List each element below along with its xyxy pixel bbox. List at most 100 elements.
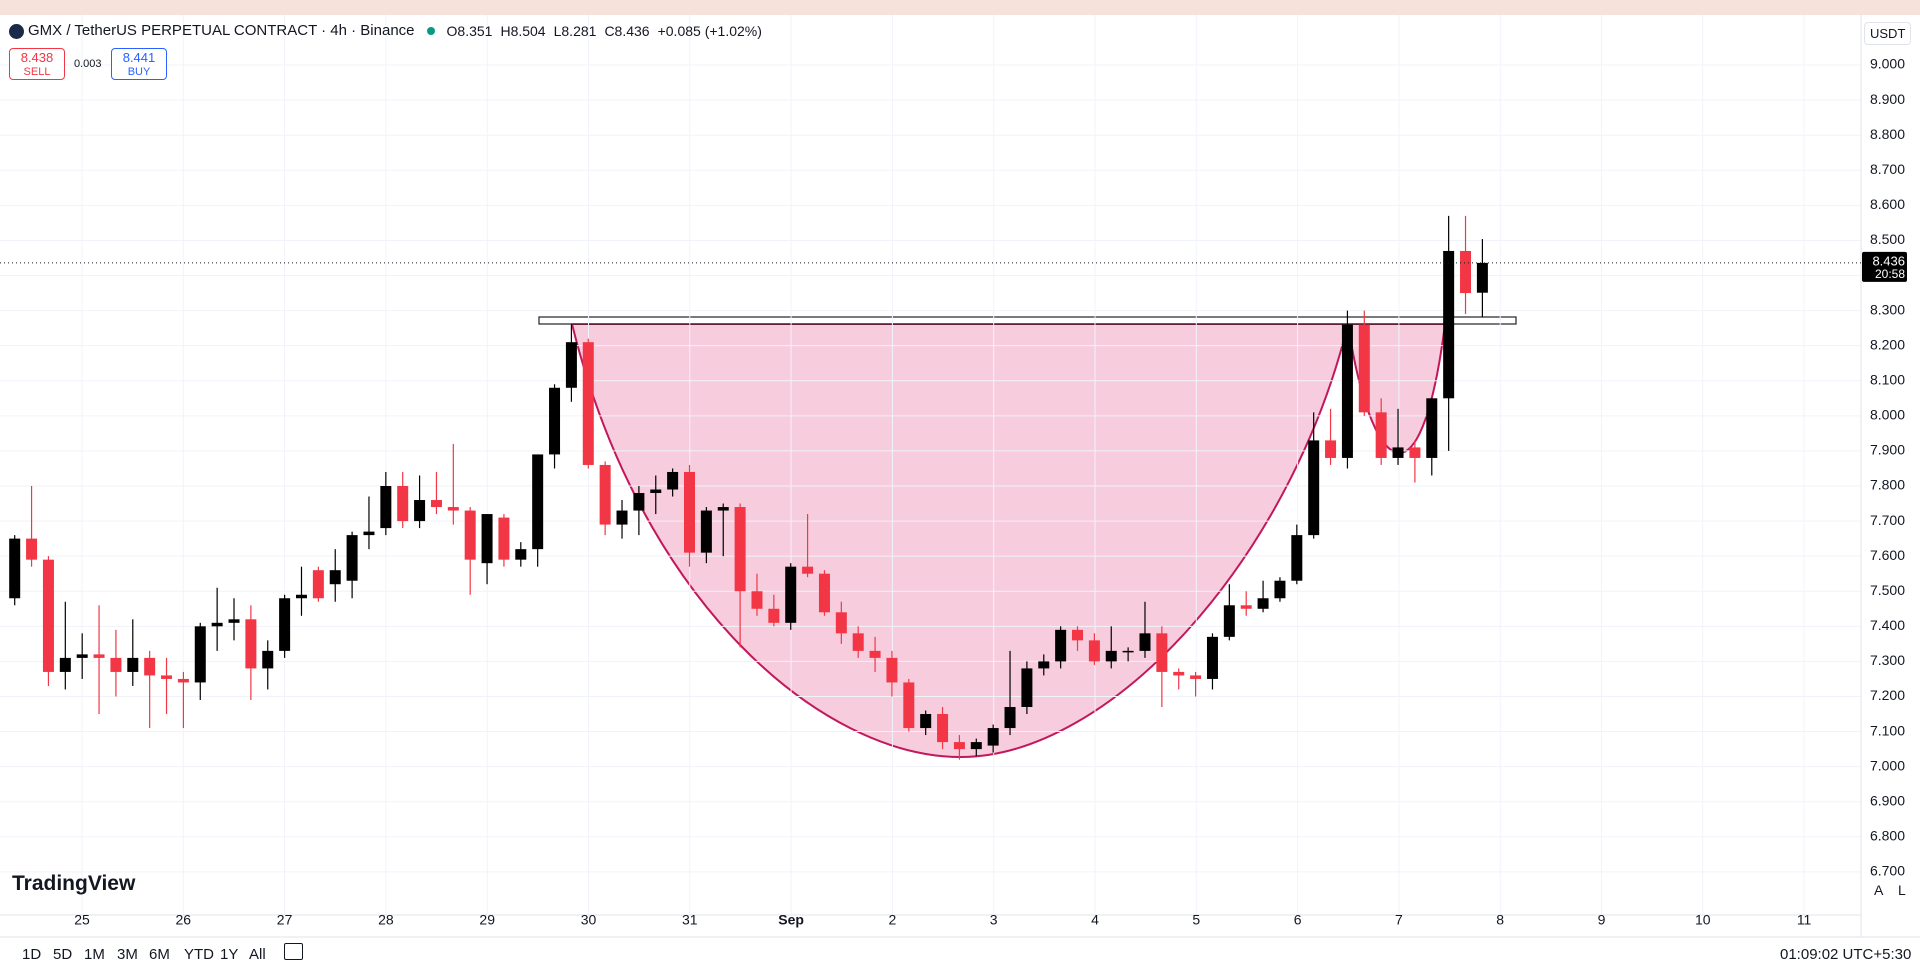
candle-body [532, 454, 544, 550]
candle-body [785, 566, 797, 623]
sell-label: SELL [23, 66, 51, 78]
y-tick-label: 6.800 [1870, 828, 1905, 844]
candle-body [684, 471, 695, 553]
candle-body [26, 538, 38, 560]
candle-body [279, 598, 291, 651]
candle-body [144, 657, 156, 676]
candle-body [1409, 447, 1421, 458]
y-tick-label: 8.100 [1870, 371, 1905, 387]
x-tick-label: 28 [378, 912, 394, 928]
candle-body [1443, 250, 1455, 399]
ohlc-change: +0.085 (+1.02%) [657, 22, 762, 39]
candle-body [700, 510, 712, 553]
sell-price: 8.438 [20, 50, 54, 65]
candle-body [768, 608, 780, 623]
candle-body [1257, 598, 1269, 609]
candle-body [42, 559, 54, 672]
range-button[interactable]: 1D [22, 946, 42, 963]
range-button[interactable]: 1M [84, 946, 105, 963]
symbol-icon [9, 24, 24, 39]
grid [0, 15, 1861, 915]
x-tick-label: Sep [778, 912, 804, 928]
y-tick-label: 8.800 [1870, 126, 1905, 142]
candle-body [818, 573, 830, 613]
last-price-label: 8.436 [1872, 253, 1905, 268]
candle-body [1375, 412, 1387, 458]
log-scale[interactable]: L [1898, 882, 1906, 898]
candle-body [262, 650, 274, 669]
candle-body [1206, 636, 1218, 679]
range-button[interactable]: 6M [149, 946, 170, 963]
resistance-box [538, 316, 1517, 325]
candle-body [1426, 398, 1438, 458]
candle-body [886, 657, 898, 683]
y-tick-label: 7.300 [1870, 652, 1905, 668]
candle-body [1173, 671, 1185, 676]
candle-body [1021, 668, 1033, 708]
y-tick-label: 8.200 [1870, 336, 1905, 352]
buy-price: 8.441 [122, 50, 156, 65]
x-tick-label: 7 [1395, 912, 1403, 928]
y-tick-label: 8.700 [1870, 161, 1905, 177]
y-tick-label: 8.600 [1870, 196, 1905, 212]
candle-body [127, 657, 139, 672]
range-button[interactable]: 3M [117, 946, 138, 963]
x-tick-label: 3 [990, 912, 998, 928]
date-range-button[interactable] [284, 943, 303, 960]
ohlc-low: L8.281 [553, 22, 597, 39]
candle-body [1139, 633, 1151, 651]
candle-body [869, 650, 881, 658]
candle-body [1105, 650, 1117, 662]
x-tick-label: 6 [1294, 912, 1302, 928]
range-button[interactable]: 5D [53, 946, 73, 963]
candle-body [447, 507, 459, 511]
y-tick-label: 8.900 [1870, 91, 1905, 107]
candle-body [751, 591, 763, 609]
candle-body [329, 570, 341, 585]
candle-body [1088, 640, 1100, 662]
candle-body [1460, 250, 1472, 294]
candle-body [633, 493, 645, 511]
candle-body [1004, 707, 1016, 729]
candle-body [346, 535, 358, 581]
auto-scale[interactable]: A [1874, 882, 1884, 898]
candle-body [970, 742, 982, 750]
candle-body [1358, 324, 1370, 413]
x-tick-label: 29 [479, 912, 495, 928]
candle-body [177, 678, 189, 683]
range-button[interactable]: All [249, 946, 266, 963]
x-tick-label: 30 [581, 912, 597, 928]
candle-body [110, 657, 122, 672]
candle-body [1038, 661, 1050, 669]
candle-body [211, 622, 223, 627]
candle-body [59, 657, 71, 672]
currency-select[interactable]: USDT [1864, 22, 1912, 45]
candle-body [9, 538, 21, 599]
range-button[interactable]: YTD [184, 946, 214, 963]
clock: 01:09:02 UTC+5:30 [1780, 946, 1912, 963]
ohlc-close: C8.436 [604, 22, 650, 39]
buy-button[interactable]: 8.441 BUY [111, 48, 167, 80]
symbol-title: GMX / TetherUS PERPETUAL CONTRACT · 4h ·… [28, 22, 415, 39]
candle-body [515, 549, 527, 560]
candle-body [920, 714, 932, 729]
candle-body [380, 486, 392, 529]
logo: TradingView [12, 872, 136, 895]
y-tick-label: 9.000 [1870, 56, 1905, 72]
candle-body [549, 387, 561, 455]
ohlc-high: H8.504 [500, 22, 546, 39]
candle-body [1240, 605, 1252, 609]
y-tick-label: 7.000 [1870, 757, 1905, 773]
last-price-box [1862, 251, 1907, 282]
x-tick-label: 9 [1598, 912, 1606, 928]
range-button[interactable]: 1Y [220, 946, 239, 963]
candle-body [835, 612, 847, 634]
x-tick-label: 27 [277, 912, 293, 928]
symbol-header: GMX / TetherUS PERPETUAL CONTRACT · 4h ·… [9, 22, 762, 39]
candle-body [650, 489, 662, 494]
countdown: 20:58 [1875, 267, 1905, 281]
sell-button[interactable]: 8.438 SELL [9, 48, 65, 80]
y-tick-label: 7.100 [1870, 722, 1905, 738]
